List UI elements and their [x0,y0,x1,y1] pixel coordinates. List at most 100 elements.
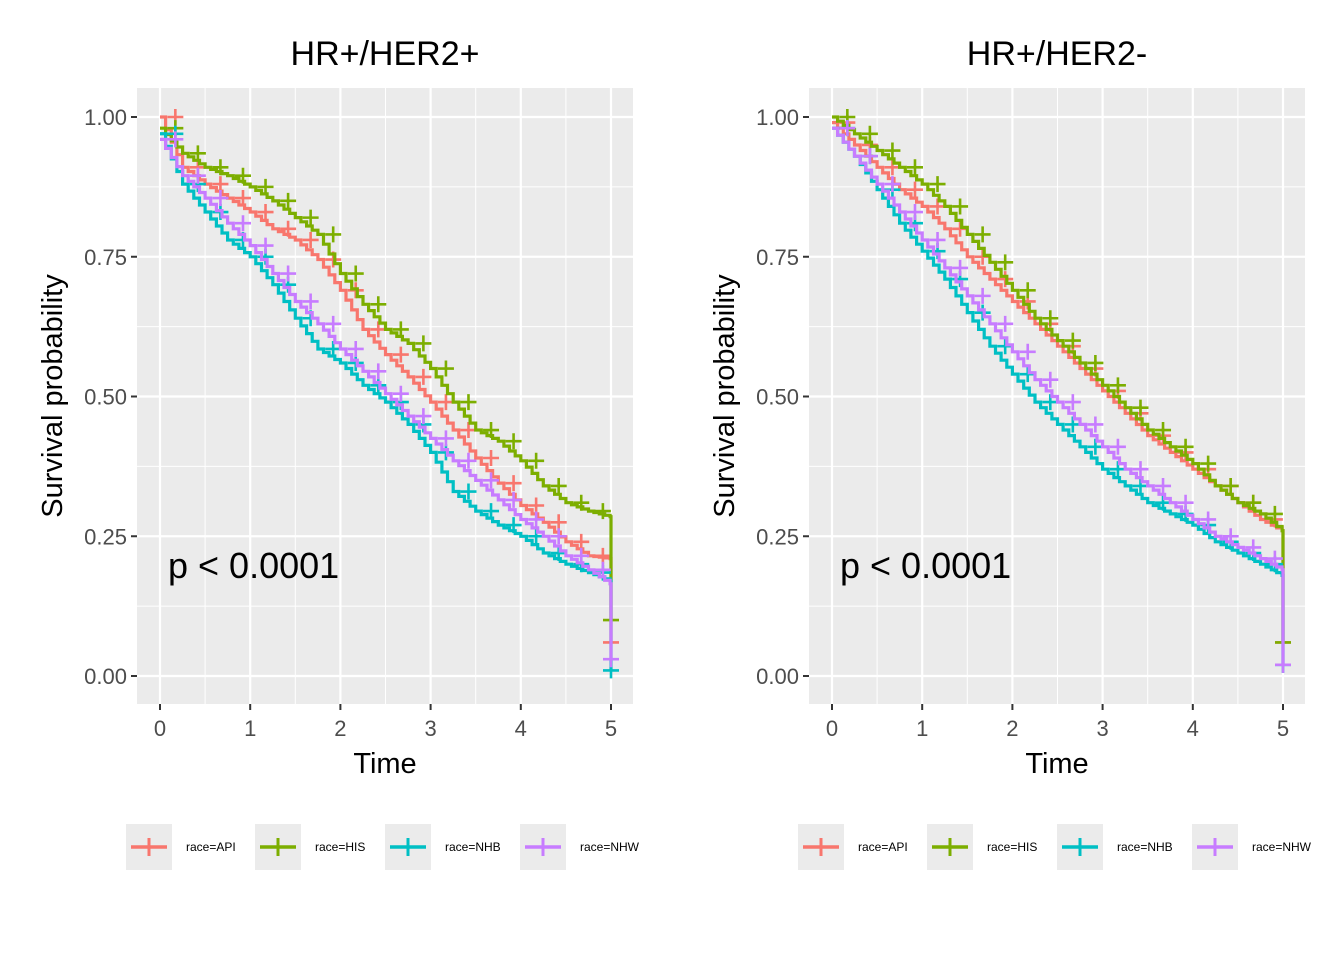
x-axis-label: Time [353,748,416,780]
censor-mark [839,120,856,137]
panel-hr-pos-her2-pos: HR+/HER2+ 0.00 0.25 0.50 0.75 1.00 0 1 2 3 4 5 Ti… [37,35,640,870]
legend-label: race=NHB [1117,840,1173,854]
series-nhw [832,120,1291,673]
legend: race=API race=HIS race=NHB race=NHW [798,824,1312,870]
censor-mark [392,321,409,338]
survival-step-line [160,126,613,621]
y-tick-label: 0.50 [756,385,799,410]
y-tick-label: 0.75 [84,245,127,270]
censor-mark [505,475,522,492]
censor-mark [483,503,500,520]
survival-step-line [160,137,613,660]
censor-mark [594,547,611,564]
series-his [832,109,1291,651]
censor-mark [1177,494,1194,511]
censor-mark [997,315,1014,332]
y-tick-label: 0.25 [84,524,127,549]
legend-label: race=API [858,840,908,854]
censor-mark [1109,438,1126,455]
panel-title: HR+/HER2+ [291,35,480,73]
censor-mark [594,561,611,578]
survival-curves [832,109,1291,673]
survival-curves [160,109,619,679]
survival-step-line [160,132,613,671]
series-nhw [160,131,619,668]
censor-mark [952,198,969,215]
censor-mark [1177,438,1194,455]
censor-mark [505,433,522,450]
censor-mark [1087,354,1104,371]
censor-mark [1042,371,1059,388]
legend-label: race=NHW [580,840,640,854]
censor-mark [1087,416,1104,433]
censor-mark [370,377,387,394]
censor-mark [1155,477,1172,494]
x-tick-label: 4 [1187,716,1199,741]
censor-mark [483,472,500,489]
censor-mark [437,360,454,377]
censor-mark [952,259,969,276]
censor-mark [370,363,387,380]
censor-mark [325,315,342,332]
censor-mark [212,176,229,193]
censor-mark [906,181,923,198]
y-tick-label: 0.25 [756,524,799,549]
y-axis: 0.00 0.25 0.50 0.75 1.00 [756,105,809,689]
legend: race=API race=HIS race=NHB race=NHW [126,824,640,870]
censor-mark [1266,550,1283,567]
censor-mark [974,287,991,304]
legend-label: race=API [186,840,236,854]
censor-mark [1222,477,1239,494]
censor-mark [550,528,567,545]
censor-mark [929,176,946,193]
censor-mark [460,394,477,411]
censor-mark [997,271,1014,288]
censor-mark [212,190,229,207]
censor-mark [257,237,274,254]
censor-mark [1064,332,1081,349]
censor-mark [603,651,619,668]
y-tick-label: 0.00 [84,664,127,689]
censor-mark [528,497,545,514]
censor-mark [280,265,297,282]
censor-mark [528,511,545,528]
censor-mark [573,494,590,511]
y-axis-label: Survival probability [37,274,69,518]
censor-mark [415,335,432,352]
censor-mark [347,340,364,357]
censor-mark [392,346,409,363]
censor-mark [167,131,184,148]
censor-mark [1266,505,1283,522]
censor-mark [573,547,590,564]
x-tick-label: 1 [244,716,256,741]
legend-item: race=HIS [255,824,365,870]
censor-mark [302,293,319,310]
censor-mark [1087,438,1104,455]
censor-mark [1019,282,1036,299]
y-tick-label: 1.00 [756,105,799,130]
y-tick-label: 0.75 [756,245,799,270]
censor-mark [483,449,500,466]
censor-mark [437,394,454,411]
censor-mark [1132,399,1149,416]
legend-item: race=HIS [927,824,1037,870]
x-tick-label: 5 [605,716,617,741]
x-tick-label: 0 [826,716,838,741]
x-tick-label: 0 [154,716,166,741]
censor-mark [929,231,946,248]
legend-item: race=NHW [1192,824,1312,870]
x-axis-label: Time [1025,748,1088,780]
censor-mark [325,226,342,243]
censor-mark [550,545,567,562]
censor-mark [257,178,274,195]
x-axis: 0 1 2 3 4 5 [826,704,1289,741]
y-tick-label: 1.00 [84,105,127,130]
y-axis: 0.00 0.25 0.50 0.75 1.00 [84,105,137,689]
legend-label: race=HIS [315,840,365,854]
grid [137,88,633,704]
x-tick-label: 5 [1277,716,1289,741]
censor-mark [280,220,297,237]
censor-mark [370,296,387,313]
censor-mark [884,142,901,159]
censor-mark [257,204,274,221]
